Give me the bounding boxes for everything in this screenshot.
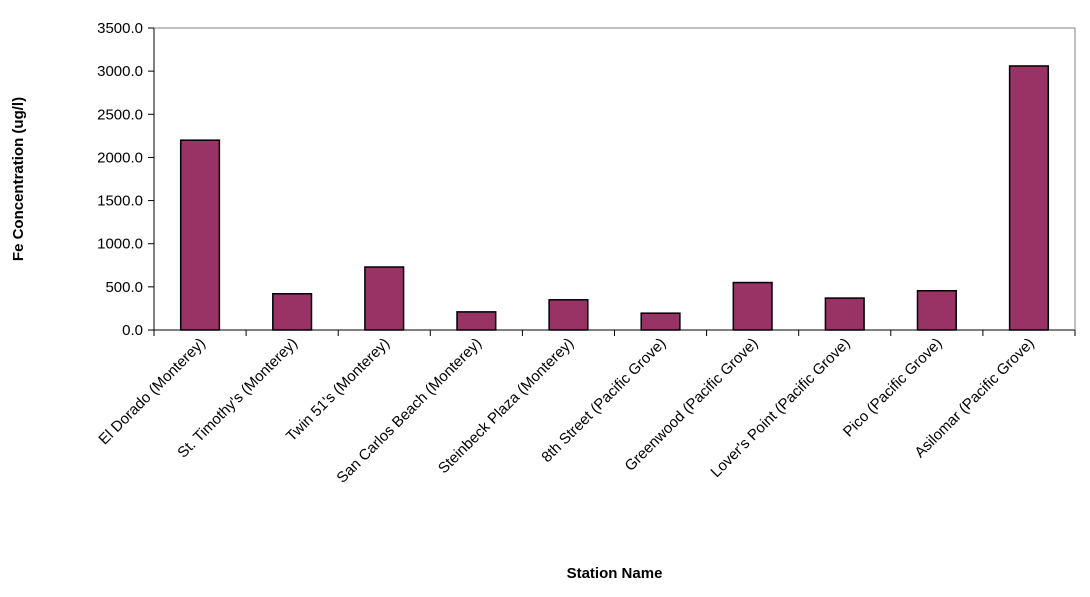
bar (1008, 65, 1050, 331)
bar (640, 312, 681, 331)
bar (732, 281, 773, 331)
bar (548, 299, 589, 331)
y-tick-label: 500.0 (105, 279, 143, 296)
y-axis-ticks: 0.0 500.0 1000.0 1500.0 2000.0 2500.0 3000.0 35… (97, 20, 154, 339)
x-axis-title: Station Name (567, 565, 663, 582)
bar (916, 289, 957, 331)
x-axis-category-labels: El Dorado (Monterey)St. Timothy's (Monte… (95, 335, 1037, 487)
bar (824, 297, 865, 331)
bars (179, 65, 1050, 331)
y-tick-label: 2000.0 (97, 149, 143, 166)
y-tick-label: 0.0 (122, 322, 143, 339)
y-tick-label: 1500.0 (97, 193, 143, 210)
x-category-label: San Carlos Beach (Monterey) (333, 335, 485, 487)
x-category-label: Pico (Pacific Grove) (840, 335, 946, 441)
x-axis-ticks (153, 330, 1076, 336)
y-tick-label: 3000.0 (97, 63, 143, 80)
bar (456, 311, 497, 331)
bar (179, 139, 221, 331)
y-tick-label: 1000.0 (97, 236, 143, 253)
axes (153, 27, 1076, 331)
bar (272, 293, 313, 331)
bar (364, 266, 405, 331)
y-tick-label: 2500.0 (97, 106, 143, 123)
x-category-label: Twin 51's (Monterey) (283, 335, 393, 445)
y-axis-title: Fe Concentration (ug/l) (10, 97, 27, 261)
y-tick-label: 3500.0 (97, 20, 143, 37)
